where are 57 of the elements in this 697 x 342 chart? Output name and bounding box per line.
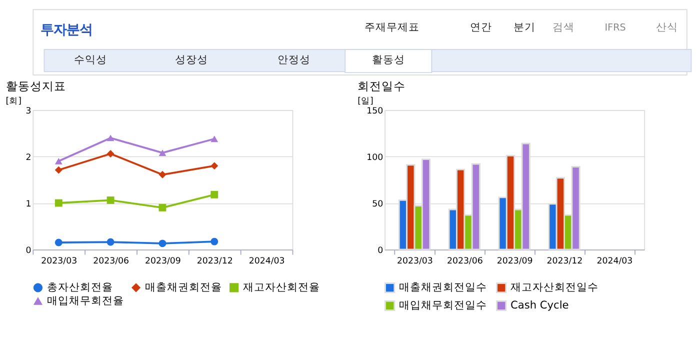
x-tick-label: 2023/03 xyxy=(397,256,433,266)
legend-label: 재고자산회전율 xyxy=(243,282,320,294)
y-tick-label: 1 xyxy=(26,199,32,210)
point xyxy=(106,238,114,246)
text: 검색 xyxy=(552,21,574,34)
text: 투자분석 xyxy=(40,23,92,38)
point xyxy=(106,134,114,142)
x-tick-label: 2023/12 xyxy=(196,256,233,266)
x-tick-label: 2024/03 xyxy=(596,256,633,266)
legend-label: 매출채권회전율 xyxy=(145,282,222,294)
point xyxy=(54,199,62,207)
x-tick-label: 2023/12 xyxy=(546,256,583,266)
point xyxy=(210,136,218,142)
text: 활동성 xyxy=(372,54,405,66)
x-tick-label: 2023/09 xyxy=(496,256,533,266)
legend-label: 재고자산회전일수 xyxy=(510,282,598,294)
point xyxy=(54,238,62,246)
chart-title: 회전일수 xyxy=(358,78,406,93)
text: IFRS xyxy=(604,22,626,34)
legend-label: Cash Cycle xyxy=(510,300,569,312)
text: 주재무제표 xyxy=(364,21,420,34)
y-tick-label: 150 xyxy=(366,106,384,116)
point xyxy=(158,150,166,156)
y-tick-label: 0 xyxy=(378,246,384,256)
text: 연간 xyxy=(470,21,492,34)
point xyxy=(54,158,62,164)
text: 산식 xyxy=(656,21,678,34)
y-tick-label: 2 xyxy=(26,152,32,163)
legend-label: 매출채권회전일수 xyxy=(398,282,487,294)
y-tick-label: 100 xyxy=(366,152,384,163)
point xyxy=(158,240,166,248)
point xyxy=(158,170,166,178)
point xyxy=(210,238,218,246)
x-tick-label: 2023/06 xyxy=(93,256,129,266)
text: 수익성 xyxy=(74,54,107,66)
point xyxy=(210,162,218,170)
chart-title: 활동성지표 xyxy=(6,78,66,93)
legend-label: 매입채무회전일수 xyxy=(398,300,487,312)
y-axis-title: [일] xyxy=(358,96,374,106)
point xyxy=(158,204,166,212)
text: 안정성 xyxy=(278,54,311,66)
point xyxy=(54,166,62,174)
x-tick-label: 2023/09 xyxy=(145,256,181,266)
point xyxy=(106,196,114,204)
y-tick-label: 0 xyxy=(26,246,32,256)
x-tick-label: 2023/06 xyxy=(446,256,483,266)
x-tick-label: 2024/03 xyxy=(248,256,285,266)
y-axis-title: [회] xyxy=(6,96,22,106)
text: 분기 xyxy=(513,21,536,34)
x-tick-label: 2023/03 xyxy=(41,256,78,266)
point xyxy=(106,150,114,158)
point xyxy=(210,190,218,198)
y-tick-label: 3 xyxy=(26,106,32,116)
text: 성장성 xyxy=(174,54,208,66)
y-tick-label: 50 xyxy=(372,199,384,210)
legend-label: 총자산회전율 xyxy=(47,282,114,294)
legend-label: 매입채무회전율 xyxy=(47,294,124,307)
